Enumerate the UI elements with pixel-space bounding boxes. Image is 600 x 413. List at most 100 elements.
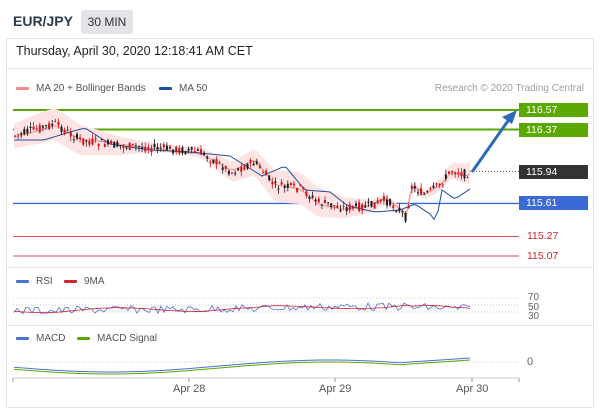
candle-body [159, 147, 162, 149]
candle-body [395, 211, 398, 213]
candle-body [258, 165, 261, 169]
candle-body [454, 172, 457, 175]
candle-body [187, 148, 190, 151]
candle-body [376, 200, 379, 204]
candle-body [426, 191, 429, 193]
timeframe-button[interactable]: 30 MIN [81, 10, 133, 34]
candle-body [147, 147, 150, 150]
candle-body [401, 211, 404, 213]
x-axis-label: Apr 29 [319, 383, 352, 395]
candle-body [410, 185, 413, 189]
candle-body [200, 149, 202, 155]
candle-body [116, 141, 119, 147]
rsi-level-70: 70 [528, 292, 540, 303]
candle-body [69, 132, 72, 137]
candle-body [389, 199, 392, 206]
candle-body [227, 171, 230, 175]
candle-body [45, 125, 47, 127]
candle-body [206, 156, 209, 159]
candle-body [141, 147, 144, 149]
candle-body [252, 163, 255, 166]
support-1-tag: 115.61 [519, 196, 588, 210]
candle-body [20, 132, 23, 135]
candle-body [274, 181, 277, 184]
candle-body [420, 188, 423, 195]
resistance-1-tag: 116.37 [519, 123, 588, 137]
candle-body [358, 202, 361, 212]
candle-body [32, 126, 35, 130]
candle-body [82, 138, 85, 145]
macd-signal-swatch-icon [77, 336, 90, 340]
legend-rsi: RSI [16, 276, 53, 287]
ma20-line [13, 125, 471, 218]
candle-body [224, 166, 227, 169]
candle-body [355, 203, 357, 207]
candle-body [221, 167, 224, 170]
x-axis-label: Apr 30 [456, 383, 489, 395]
candle-body [60, 126, 63, 133]
candle-body [317, 198, 320, 203]
legend-macd-signal: MACD Signal [77, 333, 157, 344]
candle-body [432, 185, 435, 188]
candle-body [190, 146, 193, 150]
candle-body [348, 204, 351, 211]
candle-body [296, 188, 299, 192]
forecast-arrow-line [470, 117, 512, 173]
candle-body [156, 146, 159, 150]
candle-body [444, 174, 447, 179]
candle-body [460, 171, 463, 177]
candle-body [103, 144, 106, 147]
candle-body [91, 138, 94, 145]
candle-body [379, 199, 382, 202]
rsi-level-30: 30 [528, 311, 540, 322]
candle-body [413, 186, 416, 189]
candle-body [404, 212, 407, 222]
candle-body [277, 188, 280, 190]
candle-body [215, 159, 218, 165]
candle-body [41, 125, 44, 128]
legend-rsi-label: RSI [36, 276, 53, 287]
candle-body [88, 141, 91, 145]
divider [6, 325, 594, 326]
candle-body [367, 201, 370, 203]
candle-body [97, 144, 100, 147]
candle-body [327, 202, 330, 204]
candle-body [457, 172, 460, 175]
candle-body [351, 205, 354, 209]
candle-body [209, 161, 212, 163]
candle-body [128, 142, 131, 150]
legend-rsi-ma: 9MA [64, 276, 105, 287]
macd-line [13, 357, 471, 373]
candle-body [429, 188, 432, 190]
symbol-title: EUR/JPY [13, 13, 73, 29]
candle-body [438, 183, 441, 186]
candle-body [169, 146, 171, 150]
candle-body [122, 145, 125, 149]
candle-body [240, 166, 243, 172]
candle-body [54, 120, 57, 122]
ma50-swatch-icon [159, 86, 172, 90]
chart-panel [6, 38, 594, 408]
candle-body [333, 205, 336, 207]
rsi-ma-line [13, 304, 471, 314]
legend-macd: MACD [16, 333, 65, 344]
candle-body [289, 182, 292, 185]
candle-body [184, 151, 187, 155]
candle-body [448, 171, 450, 174]
candle-body [280, 182, 283, 185]
candle-body [407, 206, 410, 208]
candle-body [243, 166, 246, 170]
credit-text: Research © 2020 Trading Central [434, 83, 584, 94]
candle-body [23, 129, 26, 135]
candle-body [63, 129, 66, 134]
candle-body [94, 138, 97, 140]
candle-body [249, 159, 252, 163]
candle-body [79, 137, 82, 140]
candle-body [113, 141, 116, 148]
candle-body [150, 147, 153, 152]
candle-body [370, 200, 373, 207]
candle-body [48, 123, 51, 130]
support-2-label: 115.27 [527, 230, 559, 242]
candle-body [311, 195, 314, 198]
candle-body [17, 134, 20, 136]
